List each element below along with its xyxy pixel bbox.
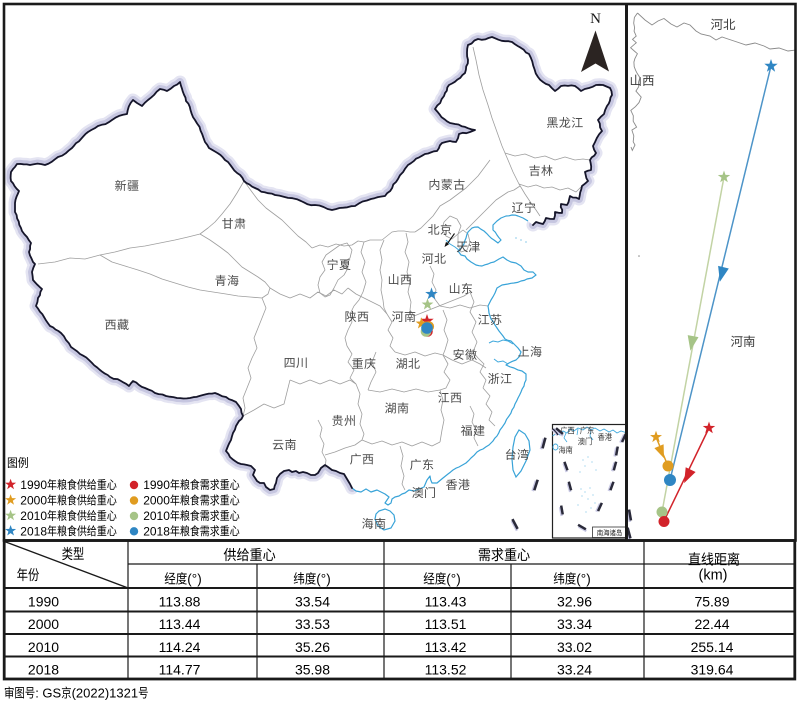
svg-text:1990: 1990 <box>143 478 170 492</box>
svg-text:22.44: 22.44 <box>694 616 729 632</box>
svg-text:33.02: 33.02 <box>557 639 592 655</box>
svg-text:113.51: 113.51 <box>425 616 467 632</box>
svg-text:2018: 2018 <box>143 524 170 538</box>
svg-text:114.77: 114.77 <box>159 662 201 678</box>
svg-text:113.43: 113.43 <box>425 594 467 610</box>
svg-text:33.54: 33.54 <box>295 594 330 610</box>
svg-text:2000: 2000 <box>143 494 170 508</box>
svg-text:255.14: 255.14 <box>691 639 734 655</box>
svg-text:2010: 2010 <box>20 509 47 523</box>
svg-text:(°): (°) <box>187 572 201 587</box>
svg-text:33.24: 33.24 <box>557 662 592 678</box>
svg-text:N: N <box>590 11 601 27</box>
svg-text:2000: 2000 <box>28 616 59 632</box>
svg-text:113.42: 113.42 <box>425 639 467 655</box>
svg-text:2010: 2010 <box>143 509 170 523</box>
svg-text:113.44: 113.44 <box>159 616 201 632</box>
svg-text:32.96: 32.96 <box>557 594 592 610</box>
svg-text:(°): (°) <box>316 572 330 587</box>
svg-text:2018: 2018 <box>28 662 59 678</box>
svg-text:35.98: 35.98 <box>295 662 330 678</box>
svg-text:113.52: 113.52 <box>425 662 467 678</box>
svg-text:33.53: 33.53 <box>295 616 330 632</box>
svg-text:319.64: 319.64 <box>691 662 734 678</box>
svg-text:(°): (°) <box>576 572 590 587</box>
svg-text:(°): (°) <box>446 572 460 587</box>
svg-text:1990: 1990 <box>20 478 47 492</box>
svg-text:33.34: 33.34 <box>557 616 592 632</box>
svg-text:114.24: 114.24 <box>159 639 201 655</box>
svg-text:1990: 1990 <box>28 594 59 610</box>
svg-text:2010: 2010 <box>28 639 59 655</box>
svg-text:2000: 2000 <box>20 494 47 508</box>
svg-text:35.26: 35.26 <box>295 639 330 655</box>
svg-text:113.88: 113.88 <box>159 594 201 610</box>
svg-text:天津: 天津 <box>456 240 480 254</box>
svg-text:75.89: 75.89 <box>694 594 729 610</box>
svg-text:: GS: : GS <box>35 686 61 701</box>
svg-text:2018: 2018 <box>20 524 47 538</box>
svg-text:(km): (km) <box>699 568 728 584</box>
svg-text:(2022)1321: (2022)1321 <box>72 686 139 701</box>
